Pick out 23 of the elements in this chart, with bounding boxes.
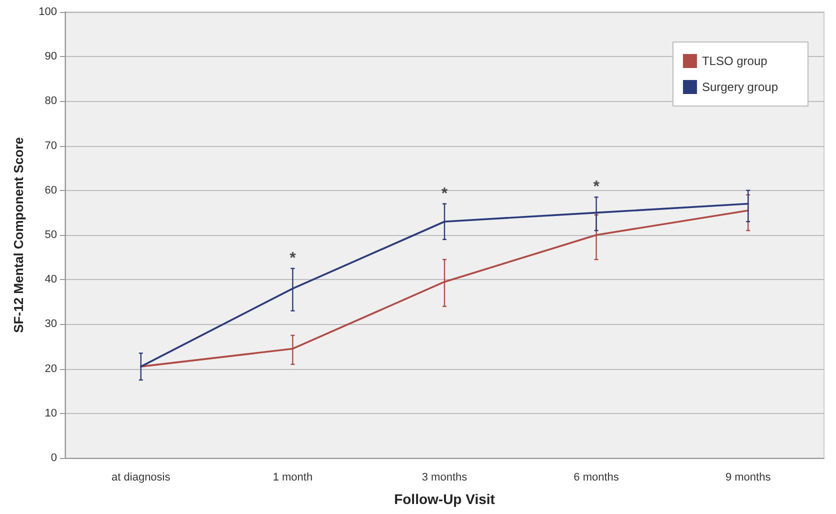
x-tick-label: 1 month: [272, 472, 313, 484]
annotation: *: [593, 178, 600, 196]
y-tick-label: 70: [44, 140, 57, 152]
x-tick-label: at diagnosis: [112, 472, 171, 484]
y-axis-title: SF-12 Mental Component Score: [11, 137, 26, 333]
legend-label: TLSO group: [702, 54, 768, 68]
annotation: *: [290, 250, 297, 267]
x-tick-label: 6 months: [574, 472, 620, 484]
y-tick-label: 50: [44, 229, 57, 241]
x-axis-title: Follow-Up Visit: [394, 491, 496, 507]
y-tick-label: 60: [44, 184, 57, 196]
annotation: *: [441, 185, 448, 202]
legend-label: Surgery group: [702, 80, 778, 94]
y-tick-label: 40: [44, 274, 57, 286]
y-tick-label: 0: [50, 452, 57, 464]
y-tick-label: 80: [44, 95, 57, 108]
y-tick-label: 20: [44, 362, 57, 375]
y-tick-label: 30: [44, 318, 57, 330]
x-tick-label: 3 months: [422, 472, 468, 484]
y-tick-label: 90: [44, 50, 57, 63]
x-tick-label: 9 months: [725, 472, 772, 484]
y-tick-label: 100: [38, 6, 57, 18]
y-tick-label: 10: [44, 407, 57, 420]
